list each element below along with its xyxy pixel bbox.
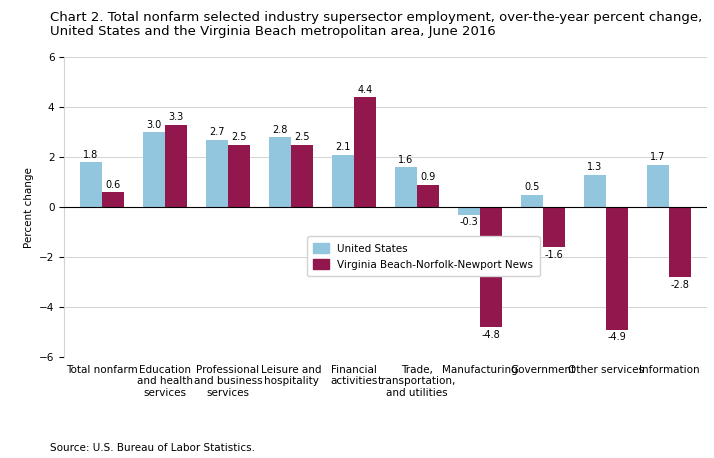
Text: 3.3: 3.3: [169, 112, 183, 122]
Text: 2.7: 2.7: [209, 127, 225, 137]
Text: 0.6: 0.6: [106, 180, 121, 190]
Text: -1.6: -1.6: [545, 250, 563, 260]
Text: 2.1: 2.1: [336, 142, 351, 152]
Text: United States and the Virginia Beach metropolitan area, June 2016: United States and the Virginia Beach met…: [50, 25, 496, 38]
Bar: [458, 207, 480, 215]
Text: 2.8: 2.8: [272, 125, 288, 135]
Bar: [521, 195, 543, 207]
Bar: [291, 145, 313, 207]
Text: -4.8: -4.8: [482, 330, 501, 340]
Bar: [165, 125, 187, 207]
Bar: [543, 207, 565, 247]
Bar: [480, 207, 502, 327]
Bar: [80, 162, 102, 207]
Bar: [206, 140, 228, 207]
Bar: [395, 167, 417, 207]
Text: 1.7: 1.7: [650, 152, 665, 162]
Bar: [647, 165, 669, 207]
Text: -0.3: -0.3: [460, 217, 478, 227]
Bar: [269, 137, 291, 207]
Legend: United States, Virginia Beach-Norfolk-Newport News: United States, Virginia Beach-Norfolk-Ne…: [307, 236, 540, 276]
Bar: [228, 145, 250, 207]
Bar: [606, 207, 628, 330]
Y-axis label: Percent change: Percent change: [24, 167, 34, 248]
Text: 0.9: 0.9: [421, 172, 436, 182]
Bar: [102, 192, 124, 207]
Text: Source: U.S. Bureau of Labor Statistics.: Source: U.S. Bureau of Labor Statistics.: [50, 443, 255, 453]
Text: 4.4: 4.4: [358, 85, 373, 95]
Text: 1.3: 1.3: [588, 162, 603, 172]
Bar: [143, 132, 165, 207]
Text: 1.6: 1.6: [398, 155, 413, 165]
Bar: [584, 175, 606, 207]
Text: 2.5: 2.5: [294, 132, 310, 142]
Text: 2.5: 2.5: [231, 132, 247, 142]
Text: 1.8: 1.8: [84, 150, 99, 160]
Text: -2.8: -2.8: [670, 280, 690, 290]
Bar: [332, 155, 354, 207]
Bar: [354, 97, 376, 207]
Bar: [669, 207, 691, 277]
Text: 0.5: 0.5: [524, 182, 540, 192]
Text: 3.0: 3.0: [146, 120, 161, 130]
Text: -4.9: -4.9: [608, 332, 626, 342]
Text: Chart 2. Total nonfarm selected industry supersector employment, over-the-year p: Chart 2. Total nonfarm selected industry…: [50, 11, 703, 24]
Bar: [417, 185, 439, 207]
